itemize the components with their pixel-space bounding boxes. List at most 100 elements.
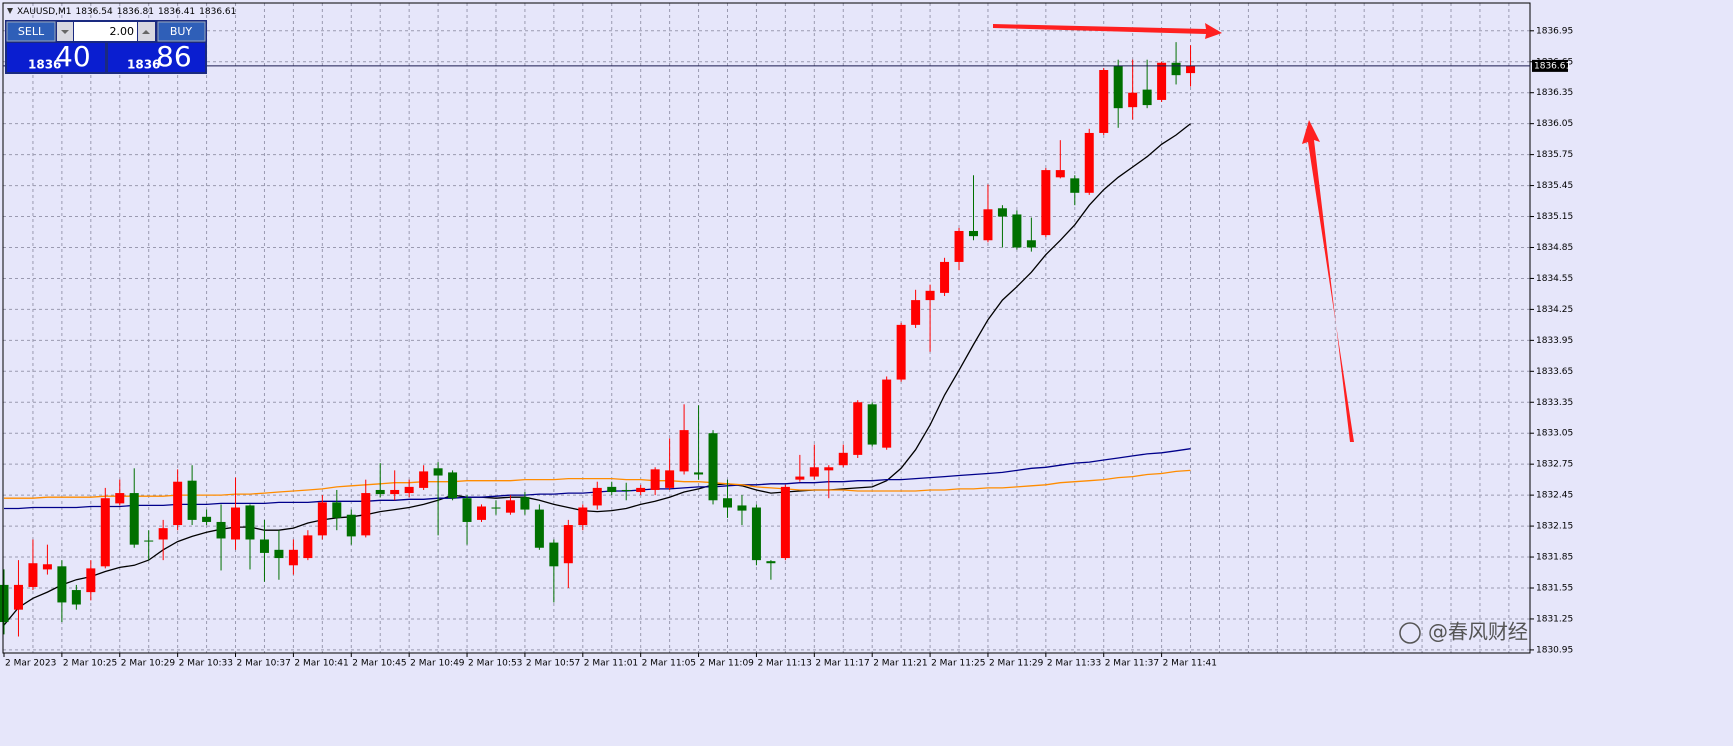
y-tick-label: 1833.35 [1536, 398, 1573, 408]
annotation-arrow [1302, 120, 1354, 442]
candle-body [1171, 62, 1181, 76]
y-tick-label: 1833.65 [1536, 367, 1573, 377]
x-tick-label: 2 Mar 11:37 [1105, 659, 1159, 669]
x-tick-label: 2 Mar 10:25 [63, 659, 117, 669]
x-tick-label: 2 Mar 11:21 [873, 659, 927, 669]
header-icon [7, 8, 13, 14]
candle-body [1099, 70, 1109, 133]
y-tick-label: 1833.95 [1536, 336, 1573, 346]
candle-body [129, 493, 139, 545]
candle-body [867, 404, 877, 445]
candle-body [448, 472, 458, 499]
x-tick-label: 2 Mar 11:29 [989, 659, 1044, 669]
candle-body [838, 452, 848, 466]
candle-body [505, 500, 515, 513]
axes: 1830.95 1831.25 1831.55 1831.85 1832.15 1832.… [3, 26, 1573, 669]
candle-body [925, 290, 935, 301]
y-tick-label: 1832.15 [1536, 522, 1573, 532]
candle-body [549, 542, 559, 567]
candle-body [13, 584, 23, 610]
candle-body [824, 467, 834, 471]
candle-body [346, 514, 356, 537]
candle-body [202, 516, 212, 522]
candle-body [231, 507, 241, 540]
buy-label: BUY [170, 25, 193, 38]
x-tick-label: 2 Mar 10:57 [526, 659, 580, 669]
candle-body [173, 481, 183, 526]
candle-body [404, 486, 414, 494]
candle-body [144, 540, 154, 542]
candle-body [462, 498, 472, 522]
y-tick-label: 1834.85 [1536, 243, 1573, 253]
y-tick-label: 1832.75 [1536, 460, 1573, 470]
candle-body [882, 379, 892, 448]
x-tick-label: 2 Mar 10:37 [237, 659, 291, 669]
candle-body [115, 493, 125, 504]
candle-body [723, 498, 732, 508]
y-tick-label: 1836.05 [1536, 119, 1573, 129]
x-tick-label: 2 Mar 10:41 [294, 659, 348, 669]
candle-body [751, 507, 761, 561]
symbol: XAUUSD,M1 [17, 7, 72, 17]
y-tick-label: 1831.85 [1536, 553, 1573, 563]
candle-body [679, 430, 689, 472]
candle-body [940, 261, 950, 293]
buy-price-small: 86 [156, 40, 192, 73]
candle-body [1070, 178, 1080, 193]
lot-value: 2.00 [110, 25, 135, 38]
candle-body [534, 509, 544, 548]
y-tick-label: 1835.15 [1536, 212, 1573, 222]
candle-body [1055, 170, 1065, 178]
sell-price-box[interactable] [7, 43, 105, 72]
x-tick-label: 2 Mar 10:53 [468, 659, 522, 669]
annotation-arrow [993, 23, 1222, 39]
y-tick-label: 1834.55 [1536, 274, 1573, 284]
x-tick-label: 2 Mar 11:05 [642, 659, 696, 669]
candle-body [216, 521, 226, 539]
candle-body [1128, 92, 1138, 108]
candle-body [578, 507, 588, 526]
x-tick-label: 2 Mar 11:01 [584, 659, 638, 669]
candle-body [390, 489, 400, 495]
candle-body [1142, 89, 1152, 106]
y-tick-label: 1833.05 [1536, 429, 1573, 439]
x-tick-label: 2 Mar 10:49 [410, 659, 465, 669]
candle-body [1113, 65, 1123, 109]
candle-body [158, 528, 168, 540]
buy-button[interactable] [157, 21, 206, 42]
candle-body [621, 489, 631, 491]
candle-body [737, 505, 747, 511]
candle-body [650, 469, 660, 490]
candles [0, 42, 1196, 637]
sell-button[interactable] [6, 21, 56, 42]
x-tick-label: 2 Mar 11:09 [700, 659, 755, 669]
watermark-icon [1399, 622, 1421, 644]
candle-body [1012, 214, 1022, 248]
x-tick-label: 2 Mar 2023 [5, 659, 56, 669]
buy-price-box[interactable] [108, 43, 205, 72]
candle-body [896, 324, 906, 380]
candle-body [795, 476, 805, 480]
indicator-line [3, 123, 1191, 626]
candle-body [520, 497, 530, 510]
buy-price-big: 1836 [127, 58, 160, 72]
candle-body [780, 486, 790, 559]
candle-body [1084, 132, 1094, 193]
lot-field[interactable] [74, 22, 137, 41]
x-tick-label: 2 Mar 10:45 [352, 659, 406, 669]
candle-body [245, 505, 255, 540]
candle-body [636, 487, 646, 493]
candle-body [1026, 240, 1036, 248]
header-low: 1836.41 [158, 7, 195, 17]
sell-label: SELL [18, 25, 45, 38]
candle-body [419, 471, 429, 488]
header-open: 1836.54 [76, 7, 113, 17]
candle-body [288, 549, 298, 566]
x-tick-label: 2 Mar 11:13 [757, 659, 811, 669]
x-tick-label: 2 Mar 10:29 [121, 659, 176, 669]
candle-body [983, 209, 993, 241]
grid [3, 3, 1530, 653]
header-close: 1836.61 [199, 7, 236, 17]
